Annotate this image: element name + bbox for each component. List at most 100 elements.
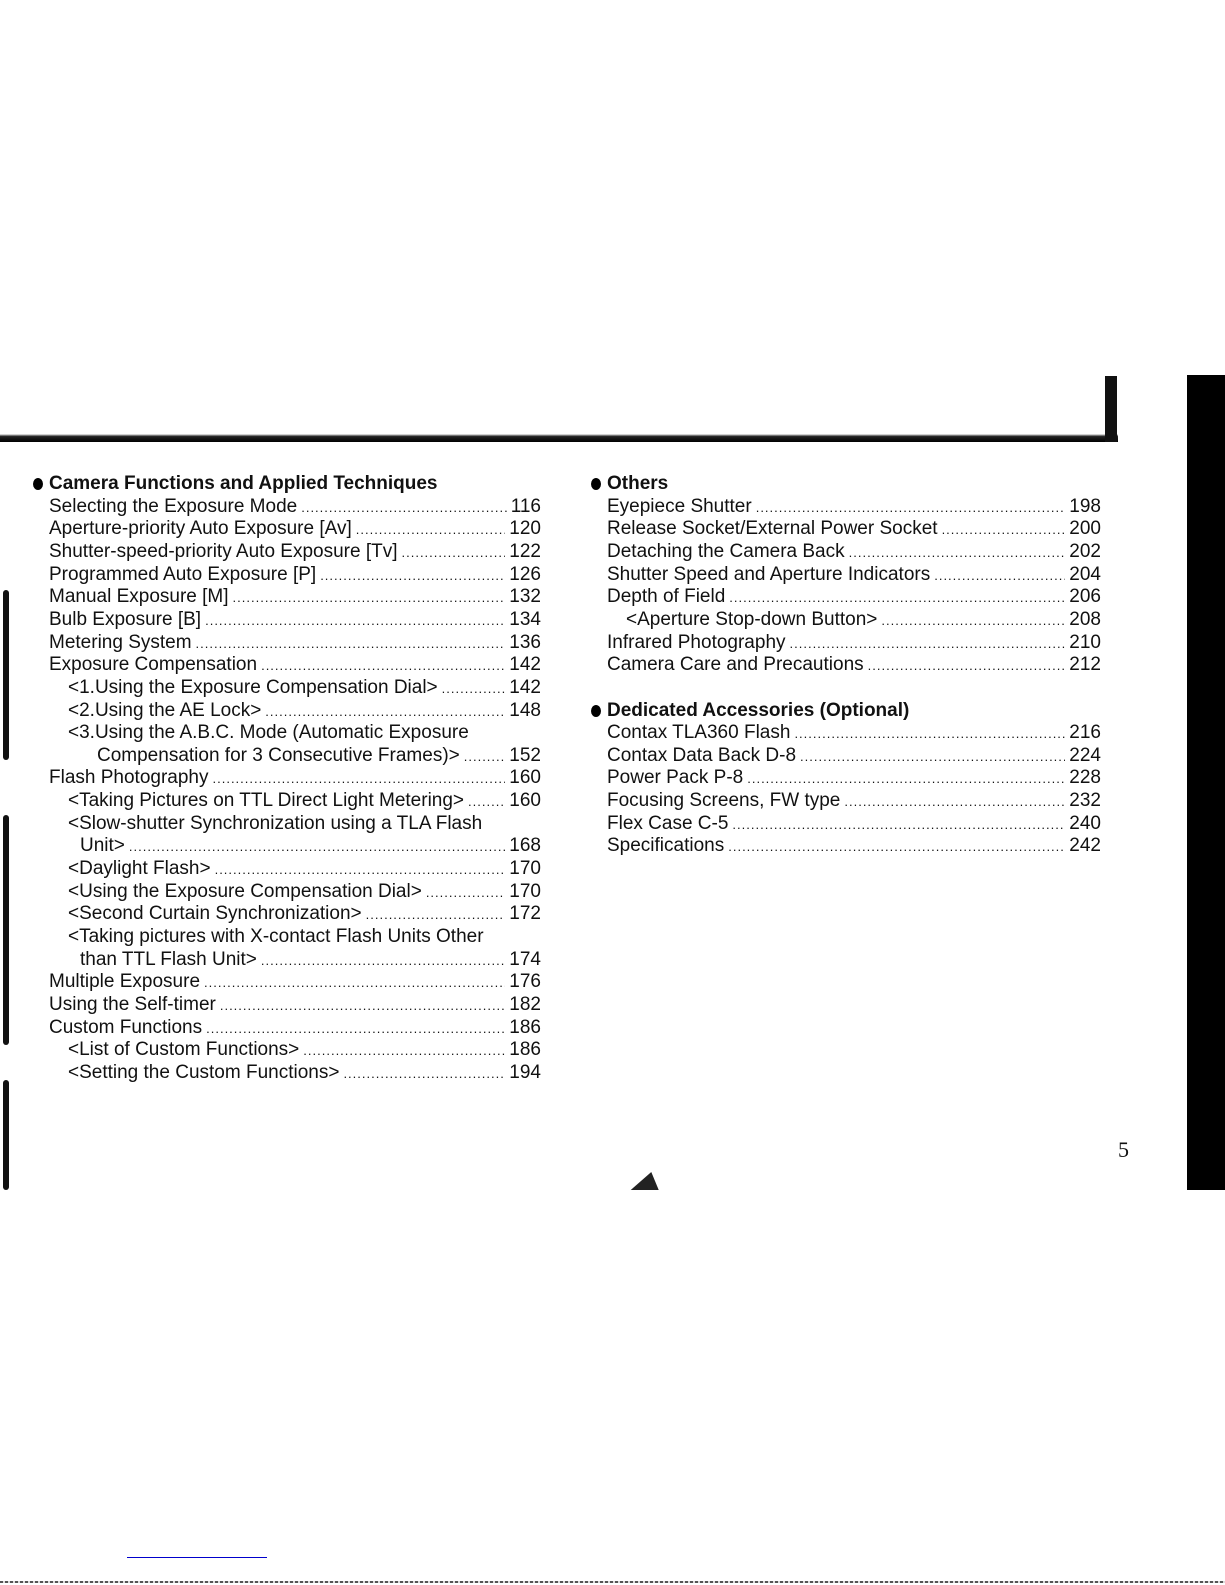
toc-entry[interactable]: <Using the Exposure Compensation Dial>..…	[33, 880, 541, 903]
toc-entry-page: 198	[1069, 495, 1101, 517]
toc-entry-page: 122	[509, 540, 541, 562]
toc-entry[interactable]: Using the Self-timer....................…	[33, 993, 541, 1016]
toc-entry[interactable]: Release Socket/External Power Socket....…	[591, 517, 1101, 540]
toc-entry[interactable]: than TTL Flash Unit>....................…	[33, 948, 541, 971]
toc-entry[interactable]: Multiple Exposure.......................…	[33, 970, 541, 993]
toc-entry[interactable]: Specifications..........................…	[591, 834, 1101, 857]
toc-entry[interactable]: Infrared Photography....................…	[591, 631, 1101, 654]
dot-leader: ........................................…	[425, 884, 505, 900]
section-heading-text: Camera Functions and Applied Techniques	[49, 473, 438, 494]
toc-entry[interactable]: Programmed Auto Exposure [P]............…	[33, 563, 541, 586]
toc-entry[interactable]: Focusing Screens, FW type...............…	[591, 789, 1101, 812]
toc-entry-page: 176	[509, 971, 541, 993]
dot-leader: ........................................…	[128, 839, 505, 855]
toc-entry-page: 132	[509, 586, 541, 608]
toc-entry[interactable]: Exposure Compensation...................…	[33, 653, 541, 676]
toc-entry[interactable]: <Aperture Stop-down Button>.............…	[591, 608, 1101, 631]
dot-leader: ........................................…	[343, 1065, 505, 1081]
toc-entry-title: Release Socket/External Power Socket	[607, 518, 938, 540]
dot-leader: ........................................…	[934, 567, 1065, 583]
toc-entry[interactable]: <Setting the Custom Functions>..........…	[33, 1061, 541, 1084]
toc-entry[interactable]: Flex Case C-5...........................…	[591, 812, 1101, 835]
scan-edge-band	[0, 434, 1118, 442]
toc-entry-page: 194	[509, 1061, 541, 1083]
dot-leader: ........................................…	[401, 544, 506, 560]
toc-entry-title: <2.Using the AE Lock>	[68, 699, 262, 721]
toc-entry[interactable]: Custom Functions........................…	[33, 1016, 541, 1039]
toc-entry-title: Manual Exposure [M]	[49, 586, 229, 608]
toc-entry-title: Shutter Speed and Aperture Indicators	[607, 563, 931, 585]
toc-entry-page: 210	[1069, 631, 1101, 653]
toc-entry-title: Aperture-priority Auto Exposure [Av]	[49, 518, 352, 540]
toc-entry-page: 206	[1069, 586, 1101, 608]
toc-entry-title: Exposure Compensation	[49, 654, 258, 676]
toc-entry[interactable]: <3.Using the A.B.C. Mode (Automatic Expo…	[33, 721, 541, 744]
toc-entry[interactable]: Shutter Speed and Aperture Indicators...…	[591, 563, 1101, 586]
toc-entry-title: Programmed Auto Exposure [P]	[49, 563, 317, 585]
dot-leader: ........................................…	[728, 839, 1066, 855]
toc-entry[interactable]: Metering System.........................…	[33, 631, 541, 654]
dot-leader: ........................................…	[303, 1043, 505, 1059]
toc-entry[interactable]: <Daylight Flash>........................…	[33, 857, 541, 880]
toc-entry[interactable]: Compensation for 3 Consecutive Frames)>.…	[33, 744, 541, 767]
toc-entry-page: 160	[509, 767, 541, 789]
toc-entry-page: 142	[509, 676, 541, 698]
scan-edge-left-mark	[3, 1080, 9, 1190]
bullet-icon	[591, 704, 601, 717]
link-underline	[127, 1557, 267, 1558]
toc-entry-page: 174	[509, 948, 541, 970]
dot-leader: ........................................…	[212, 771, 506, 787]
toc-entry[interactable]: Detaching the Camera Back...............…	[591, 540, 1101, 563]
toc-entry[interactable]: <1.Using the Exposure Compensation Dial>…	[33, 676, 541, 699]
dot-leader: ........................................…	[732, 816, 1065, 832]
dot-leader: ........................................…	[468, 794, 505, 810]
toc-entry[interactable]: Depth of Field..........................…	[591, 585, 1101, 608]
toc-entry-title: <Aperture Stop-down Button>	[626, 608, 878, 630]
page-number: 5	[1118, 1137, 1129, 1162]
toc-entry-title: Using the Self-timer	[49, 993, 216, 1015]
toc-entry-title: Bulb Exposure [B]	[49, 608, 202, 630]
toc-entry-title: Detaching the Camera Back	[607, 540, 845, 562]
toc-entry[interactable]: <Taking Pictures on TTL Direct Light Met…	[33, 789, 541, 812]
toc-entry-title: <Taking Pictures on TTL Direct Light Met…	[68, 790, 465, 812]
toc-entry[interactable]: <List of Custom Functions>..............…	[33, 1038, 541, 1061]
toc-entry-page: 240	[1069, 812, 1101, 834]
toc-entry-title: <Taking pictures with X-contact Flash Un…	[68, 926, 484, 947]
toc-entry-page: 186	[509, 1016, 541, 1038]
toc-entry[interactable]: Manual Exposure [M].....................…	[33, 585, 541, 608]
toc-entry-title: than TTL Flash Unit>	[80, 948, 257, 970]
toc-entry[interactable]: <Second Curtain Synchronization>........…	[33, 902, 541, 925]
toc-entry[interactable]: Unit>...................................…	[33, 834, 541, 857]
toc-entry-page: 182	[509, 993, 541, 1015]
toc-entry[interactable]: <Taking pictures with X-contact Flash Un…	[33, 925, 541, 948]
toc-entry[interactable]: Aperture-priority Auto Exposure [Av]....…	[33, 517, 541, 540]
dot-leader: ........................................…	[261, 658, 506, 674]
toc-entry[interactable]: Contax Data Back D-8....................…	[591, 744, 1101, 767]
toc-entry-title: Contax Data Back D-8	[607, 744, 797, 766]
toc-entry[interactable]: Contax TLA360 Flash.....................…	[591, 721, 1101, 744]
toc-entry-title: <1.Using the Exposure Compensation Dial>	[68, 676, 438, 698]
toc-entry[interactable]: <2.Using the AE Lock>...................…	[33, 699, 541, 722]
toc-entry[interactable]: Bulb Exposure [B].......................…	[33, 608, 541, 631]
toc-entry-title: Custom Functions	[49, 1016, 203, 1038]
toc-entry-title: Flex Case C-5	[607, 812, 729, 834]
toc-entry[interactable]: Selecting the Exposure Mode.............…	[33, 495, 541, 518]
dot-leader: ........................................…	[260, 952, 506, 968]
dot-leader: ........................................…	[205, 612, 505, 628]
toc-entry-page: 170	[509, 858, 541, 880]
toc-entry[interactable]: Shutter-speed-priority Auto Exposure [Tv…	[33, 540, 541, 563]
toc-entry-title: Compensation for 3 Consecutive Frames)>	[97, 744, 460, 766]
dot-leader: ........................................…	[265, 703, 506, 719]
toc-entry[interactable]: Flash Photography.......................…	[33, 766, 541, 789]
toc-entry[interactable]: <Slow-shutter Synchronization using a TL…	[33, 812, 541, 835]
toc-entry[interactable]: Power Pack P-8..........................…	[591, 766, 1101, 789]
toc-section-heading: Camera Functions and Applied Techniques	[33, 472, 541, 495]
toc-entry-page: 126	[509, 563, 541, 585]
toc-entry[interactable]: Eyepiece Shutter........................…	[591, 495, 1101, 518]
dot-leader: ........................................…	[206, 1020, 506, 1036]
dot-leader: ........................................…	[320, 567, 505, 583]
toc-entry-page: 170	[509, 880, 541, 902]
toc-entry[interactable]: Camera Care and Precautions.............…	[591, 653, 1101, 676]
toc-entry-page: 228	[1069, 767, 1101, 789]
toc-section-heading: Others	[591, 472, 1101, 495]
